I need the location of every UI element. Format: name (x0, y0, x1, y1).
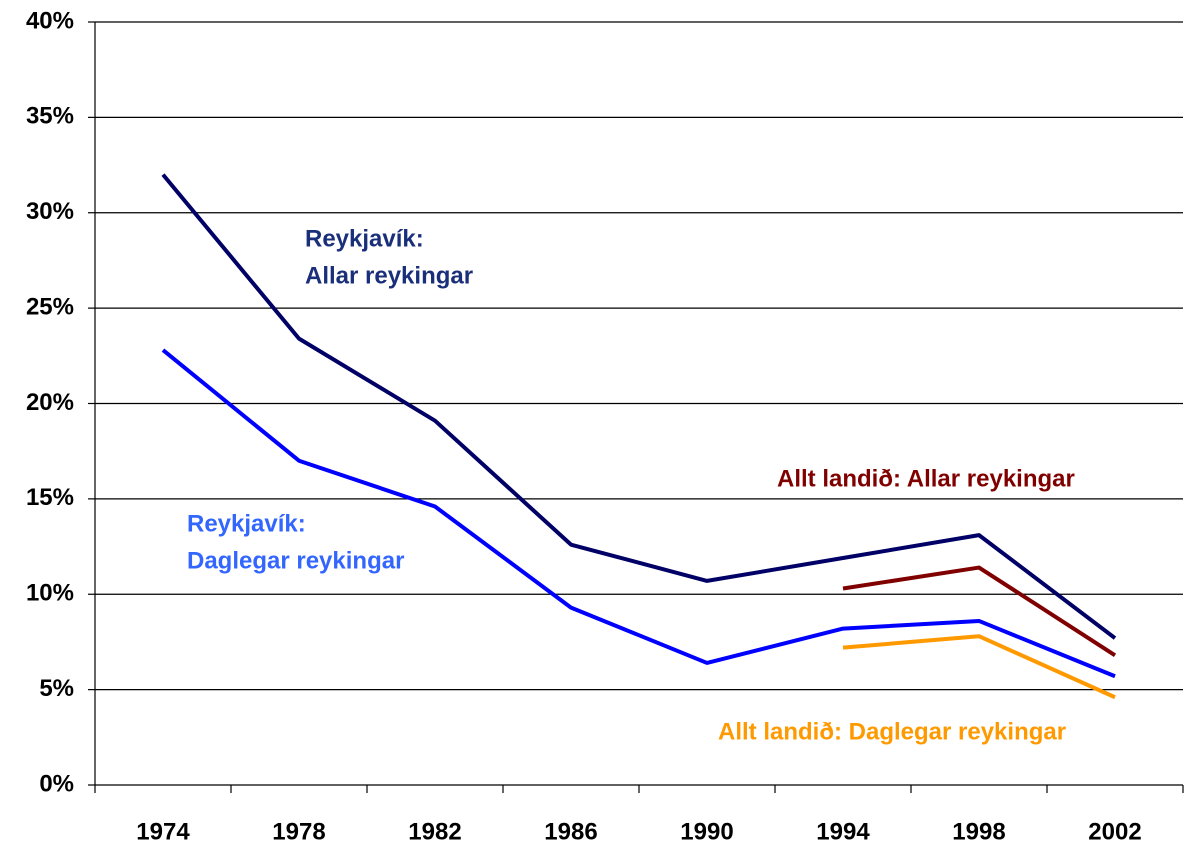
x-tick-label: 2002 (1088, 818, 1141, 845)
y-tick-label: 25% (26, 293, 74, 320)
y-tick-label: 15% (26, 484, 74, 511)
series-line (842, 634, 1116, 700)
x-tick-label: 1990 (680, 818, 733, 845)
series-label: Allt landið: Allar reykingar (777, 465, 1075, 492)
series-label: Allar reykingar (305, 262, 473, 289)
series-line (842, 565, 1117, 657)
y-tick-label: 0% (39, 770, 74, 797)
series-line (161, 173, 1117, 640)
x-tick-label: 1982 (408, 818, 461, 845)
y-tick-label: 40% (26, 7, 74, 34)
y-tick-label: 35% (26, 103, 74, 130)
series-label: Reykjavík: (187, 510, 306, 537)
y-tick-label: 5% (39, 675, 74, 702)
x-tick-label: 1994 (816, 818, 870, 845)
y-tick-label: 20% (26, 389, 74, 416)
series-label: Daglegar reykingar (187, 547, 404, 574)
y-tick-label: 10% (26, 580, 74, 607)
series-label: Reykjavík: (305, 225, 424, 252)
x-tick-label: 1978 (272, 818, 325, 845)
x-tick-label: 1998 (952, 818, 1005, 845)
series-line (161, 348, 1116, 679)
x-tick-label: 1974 (136, 818, 190, 845)
x-tick-label: 1986 (544, 818, 597, 845)
y-tick-label: 30% (26, 198, 74, 225)
series-label: Allt landið: Daglegar reykingar (718, 718, 1066, 745)
